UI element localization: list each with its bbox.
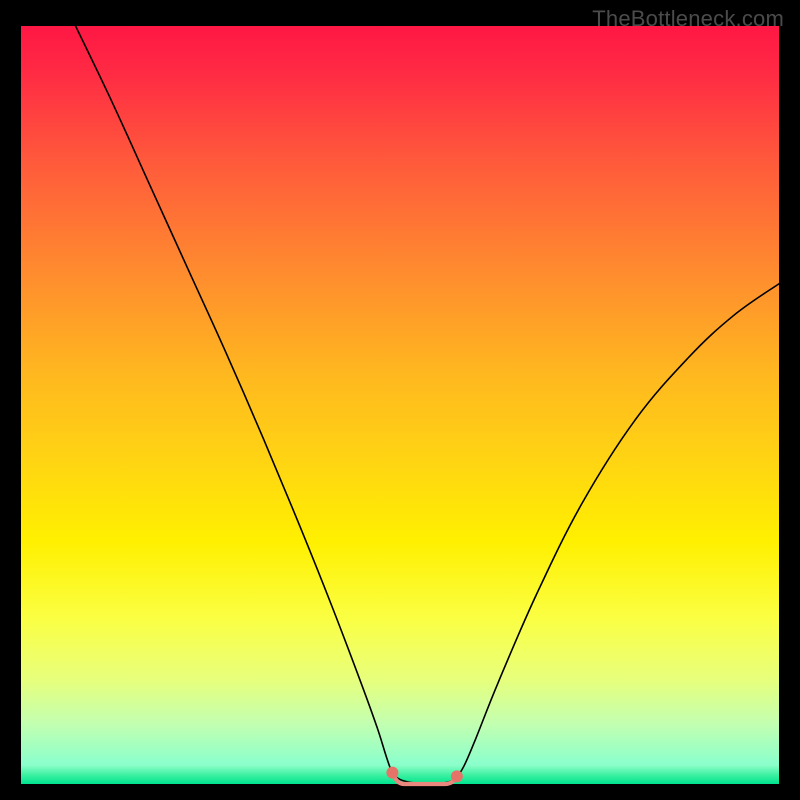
chart-frame: TheBottleneck.com	[0, 0, 800, 800]
bottleneck-chart-svg	[0, 0, 800, 800]
trough-marker-left	[386, 767, 398, 779]
plot-gradient	[21, 26, 779, 784]
trough-marker-right	[451, 770, 463, 782]
watermark-label: TheBottleneck.com	[592, 6, 784, 32]
